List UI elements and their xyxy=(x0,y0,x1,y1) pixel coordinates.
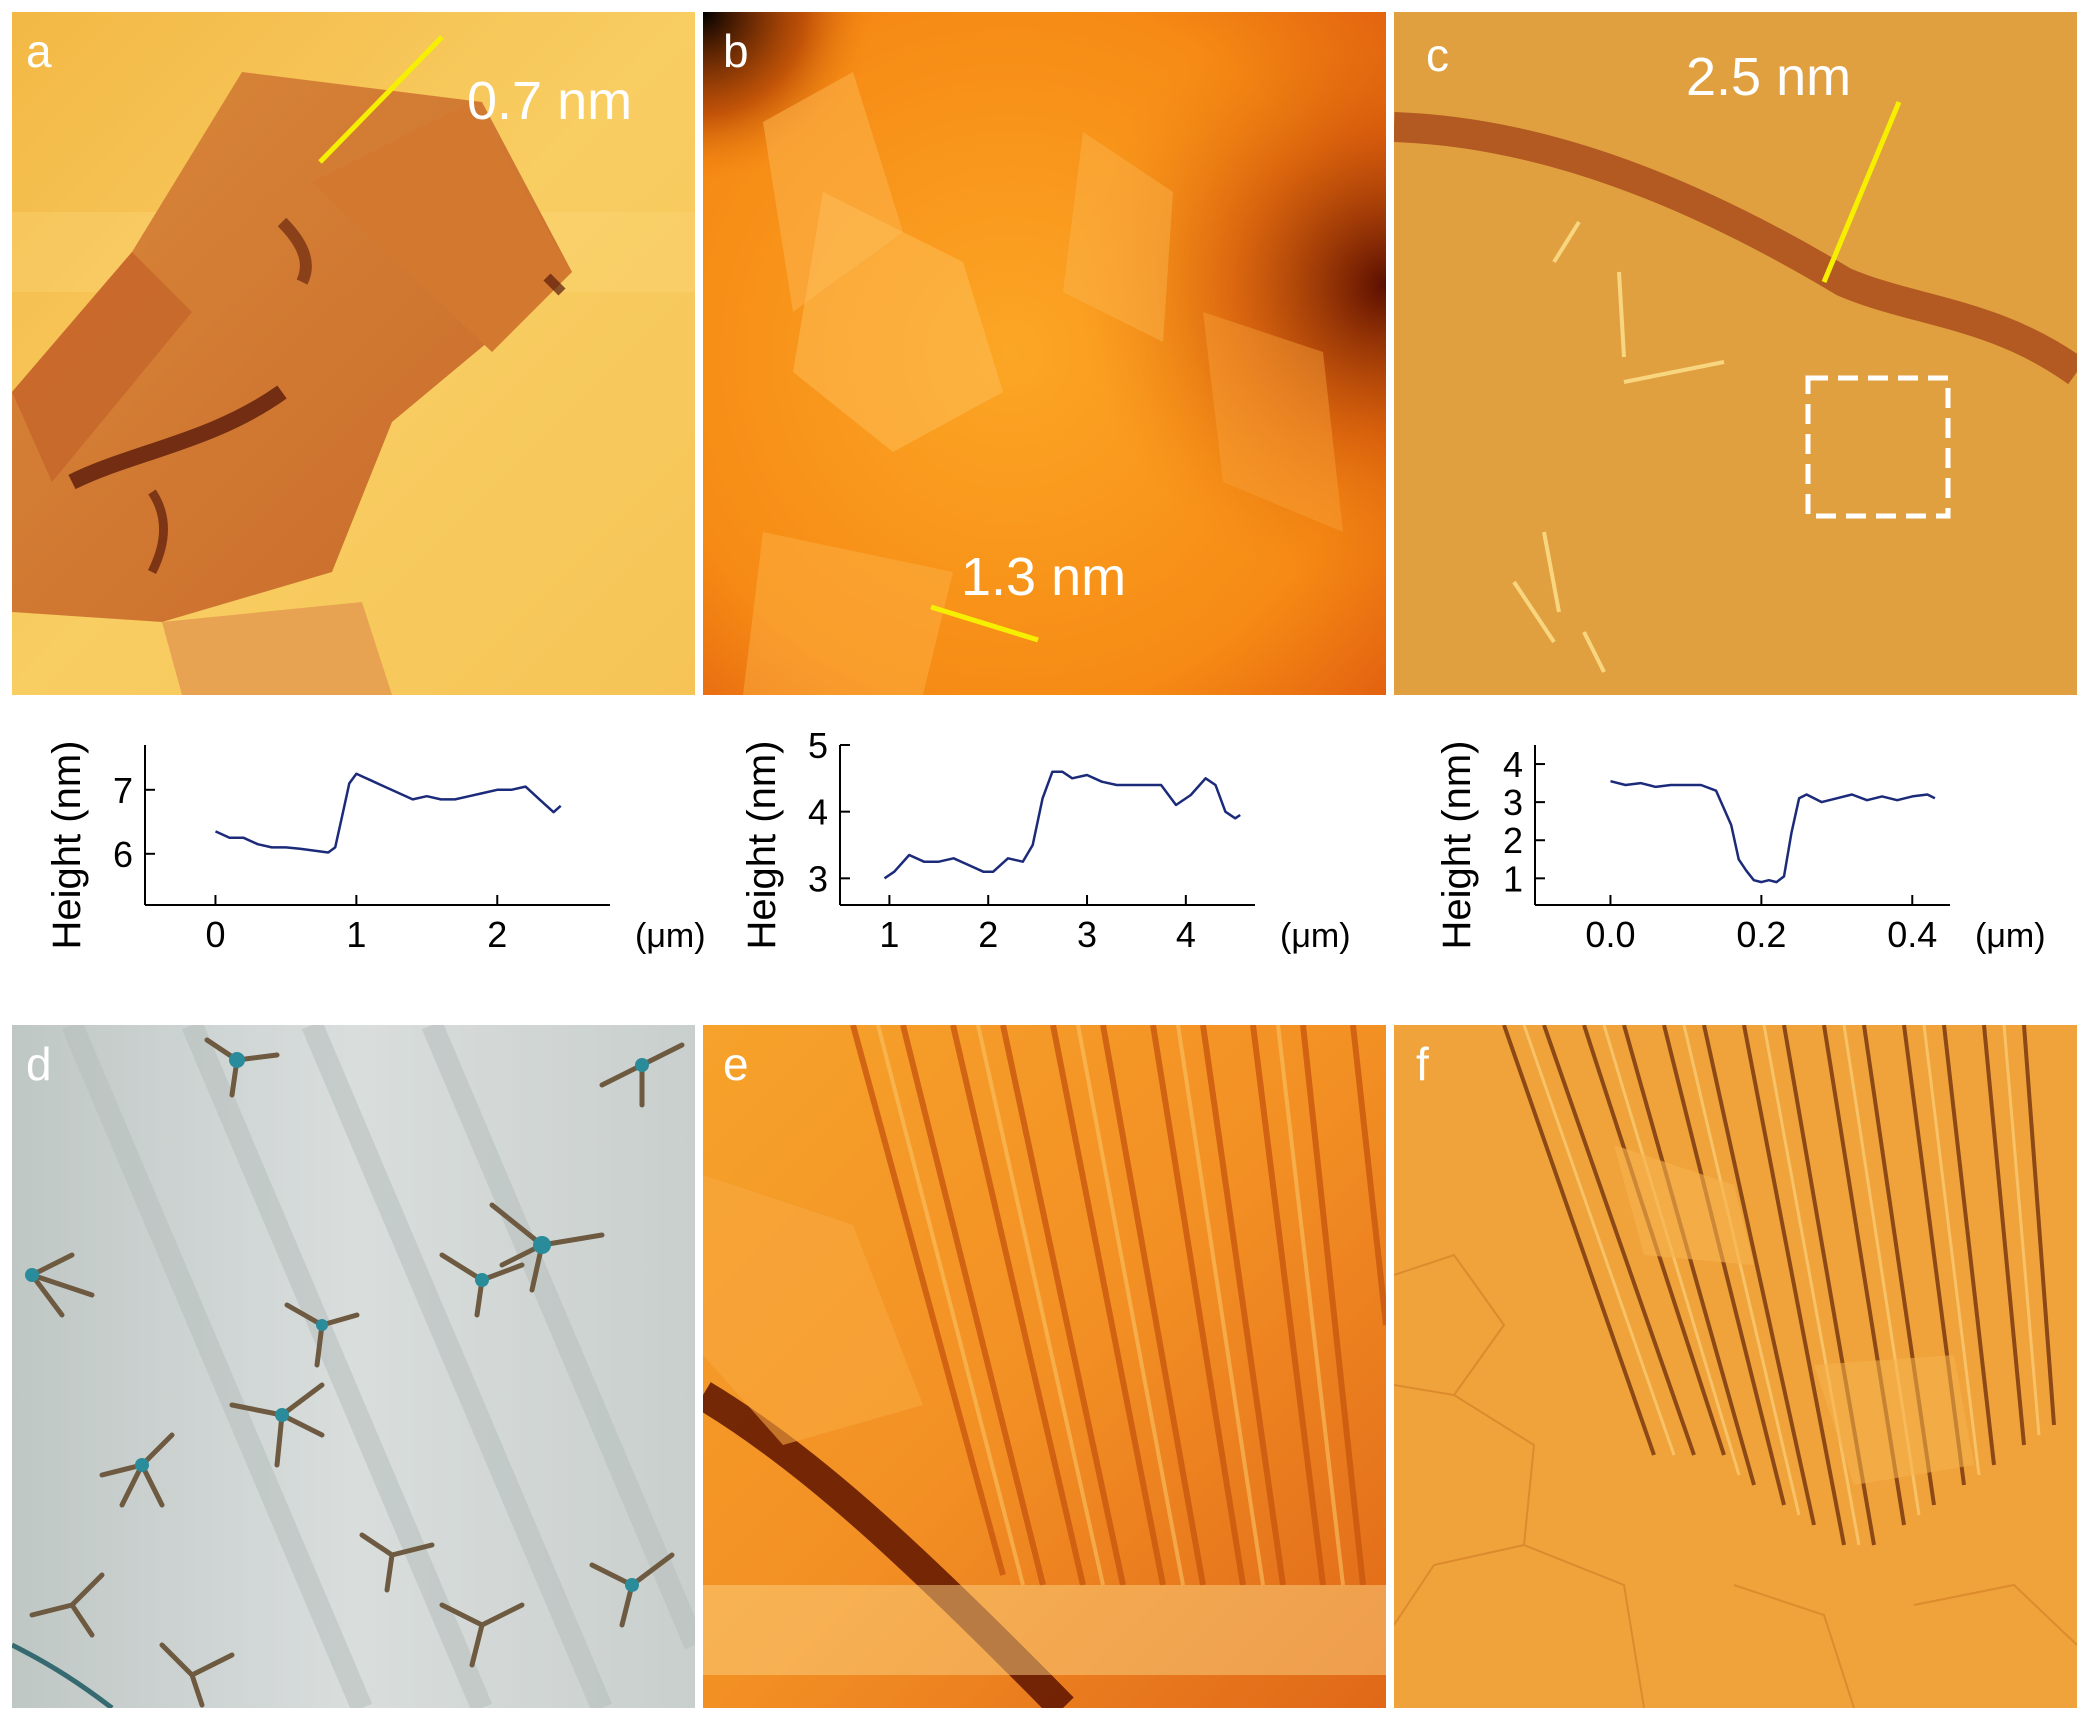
height-annotation-a: 0.7 nm xyxy=(467,71,633,131)
profile-series-line xyxy=(883,770,1241,880)
afm-image-c: c 2.5 nm xyxy=(1394,12,2077,695)
x-tick-label: 0.0 xyxy=(1585,914,1635,955)
profile-line-b xyxy=(930,604,1039,643)
y-axis-label: Height (nm) xyxy=(45,741,89,950)
x-tick-label: 2 xyxy=(487,914,507,955)
y-tick-label: 3 xyxy=(808,858,828,899)
optical-image-d: d xyxy=(12,1025,695,1708)
profile-line-c xyxy=(1821,101,1902,283)
y-tick-label: 2 xyxy=(1503,820,1523,861)
x-tick-label: 1 xyxy=(879,914,899,955)
x-tick-label: 4 xyxy=(1176,914,1196,955)
y-axis-label: Height (nm) xyxy=(1435,741,1479,950)
x-unit-label: (μm) xyxy=(635,917,706,955)
x-tick-label: 3 xyxy=(1077,914,1097,955)
panel-label-a: a xyxy=(26,25,52,77)
x-unit-label: (μm) xyxy=(1975,917,2046,955)
x-tick-label: 1 xyxy=(346,914,366,955)
y-tick-label: 4 xyxy=(1503,744,1523,785)
afm-image-b: b 1.3 nm xyxy=(703,12,1386,695)
profile-series-line xyxy=(214,772,562,854)
x-tick-label: 2 xyxy=(978,914,998,955)
y-axis-label: Height (nm) xyxy=(740,741,784,950)
y-tick-label: 5 xyxy=(808,725,828,766)
y-tick-label: 6 xyxy=(113,834,133,875)
y-tick-label: 3 xyxy=(1503,782,1523,823)
panel-label-b: b xyxy=(723,25,749,77)
profile-series-line xyxy=(1610,779,1936,884)
panel-label-c: c xyxy=(1426,29,1449,81)
afm-image-f: f xyxy=(1394,1025,2077,1708)
height-annotation-b: 1.3 nm xyxy=(961,547,1127,607)
selection-box xyxy=(1805,375,1951,519)
panel-label-e: e xyxy=(723,1038,749,1090)
height-annotation-c: 2.5 nm xyxy=(1686,47,1852,107)
y-tick-label: 7 xyxy=(113,770,133,811)
afm-image-e: e xyxy=(703,1025,1386,1708)
y-tick-label: 1 xyxy=(1503,858,1523,899)
height-profile-a: 6 7 0 1 2 (μm) Height (nm) xyxy=(0,720,706,970)
y-tick-label: 4 xyxy=(808,792,828,833)
afm-image-a: a 0.7 nm xyxy=(12,12,695,695)
profile-line-a xyxy=(318,35,444,164)
x-tick-label: 0.2 xyxy=(1736,914,1786,955)
height-profile-c: 1 2 3 4 0.0 0.2 0.4 (μm) Height (nm) xyxy=(1390,720,2080,970)
x-tick-label: 0.4 xyxy=(1887,914,1937,955)
x-unit-label: (μm) xyxy=(1280,917,1351,955)
x-tick-label: 0 xyxy=(205,914,225,955)
panel-label-d: d xyxy=(26,1038,52,1090)
panel-label-f: f xyxy=(1416,1038,1429,1090)
height-profile-b: 3 4 5 1 2 3 4 (μm) Height (nm) xyxy=(695,720,1385,970)
